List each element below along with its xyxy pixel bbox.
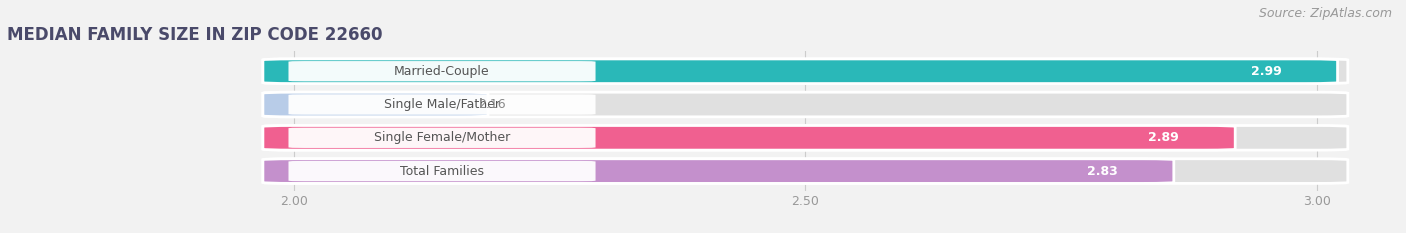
Text: 2.89: 2.89 xyxy=(1149,131,1178,144)
Text: 2.16: 2.16 xyxy=(478,98,506,111)
FancyBboxPatch shape xyxy=(263,59,1348,84)
Text: Married-Couple: Married-Couple xyxy=(394,65,489,78)
FancyBboxPatch shape xyxy=(263,159,1348,183)
FancyBboxPatch shape xyxy=(263,126,1348,150)
FancyBboxPatch shape xyxy=(263,92,488,117)
Text: Single Female/Mother: Single Female/Mother xyxy=(374,131,510,144)
FancyBboxPatch shape xyxy=(288,161,596,181)
FancyBboxPatch shape xyxy=(288,128,596,148)
Text: Source: ZipAtlas.com: Source: ZipAtlas.com xyxy=(1258,7,1392,20)
Text: Total Families: Total Families xyxy=(401,164,484,178)
Text: 2.99: 2.99 xyxy=(1250,65,1281,78)
Text: MEDIAN FAMILY SIZE IN ZIP CODE 22660: MEDIAN FAMILY SIZE IN ZIP CODE 22660 xyxy=(7,26,382,44)
FancyBboxPatch shape xyxy=(263,59,1337,84)
FancyBboxPatch shape xyxy=(263,92,1348,117)
Text: 2.83: 2.83 xyxy=(1087,164,1118,178)
FancyBboxPatch shape xyxy=(288,94,596,115)
FancyBboxPatch shape xyxy=(263,126,1236,150)
FancyBboxPatch shape xyxy=(288,61,596,81)
FancyBboxPatch shape xyxy=(263,159,1174,183)
Text: Single Male/Father: Single Male/Father xyxy=(384,98,501,111)
